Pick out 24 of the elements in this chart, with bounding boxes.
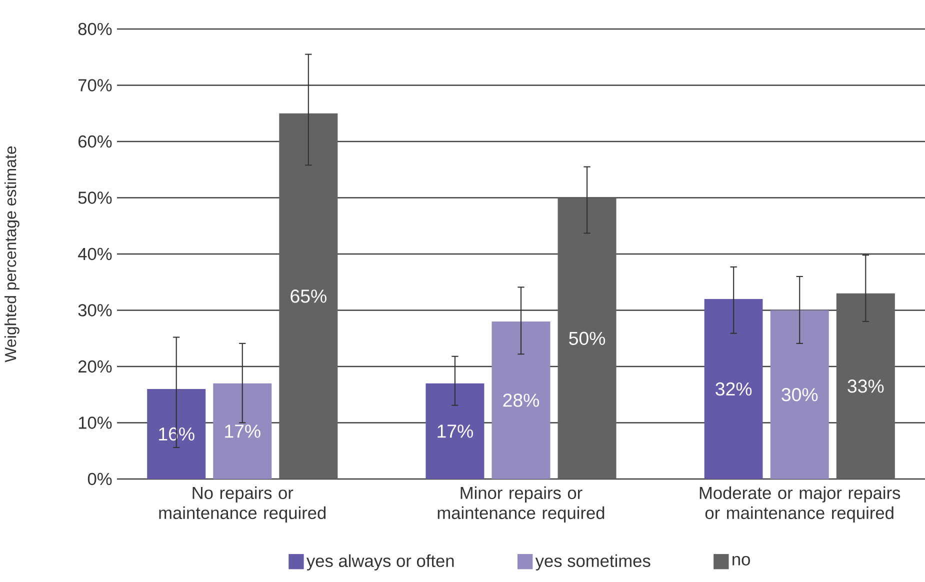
y-tick-label: 10% xyxy=(78,416,112,429)
y-tick-label: 40% xyxy=(78,248,112,260)
x-tick-label: Minor repairs or maintenance required xyxy=(438,486,604,523)
y-tick-label: 70% xyxy=(78,79,112,92)
data-label: 30% xyxy=(782,388,818,402)
data-label: 33% xyxy=(848,380,884,393)
data-label: 65% xyxy=(290,290,326,303)
y-tick-label: 0% xyxy=(88,472,112,486)
legend-label: yes always or often xyxy=(306,554,454,570)
data-label: 17% xyxy=(438,424,473,438)
legend-label: no xyxy=(732,556,750,566)
data-label: 28% xyxy=(503,394,540,407)
x-tick-label: Moderate or major repairs or maintenance required xyxy=(700,486,900,523)
data-label: 17% xyxy=(225,424,260,438)
data-label: 50% xyxy=(569,332,606,345)
y-tick-label: 30% xyxy=(78,304,112,316)
y-tick-label: 60% xyxy=(78,135,112,148)
y-tick-label: 50% xyxy=(78,192,112,204)
y-axis-title: Weighted percentage estimate xyxy=(4,146,20,362)
y-tick-label: 80% xyxy=(78,22,112,36)
data-label: 32% xyxy=(716,382,752,396)
legend-label: yes sometimes xyxy=(535,554,650,570)
y-tick-label: 20% xyxy=(78,360,112,373)
x-tick-label: No repairs or maintenance required xyxy=(159,486,326,523)
